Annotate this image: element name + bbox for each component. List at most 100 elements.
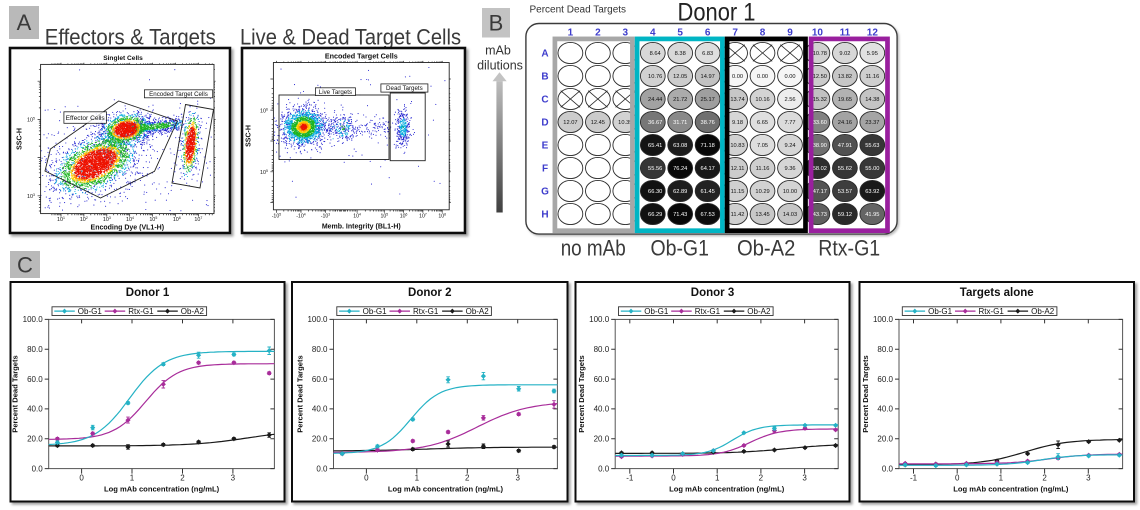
svg-text:9: 9 [787,28,793,39]
svg-text:G: G [541,187,549,198]
svg-text:66.29: 66.29 [648,212,662,218]
svg-text:105: 105 [27,117,35,124]
svg-text:38.76: 38.76 [701,120,715,126]
svg-text:B: B [489,11,504,36]
svg-text:10.29: 10.29 [755,189,769,195]
svg-text:21.72: 21.72 [673,97,687,103]
svg-text:Live Targets: Live Targets [319,89,352,96]
svg-text:71.18: 71.18 [701,143,715,149]
svg-text:12: 12 [867,28,879,39]
svg-text:5: 5 [677,28,683,39]
svg-text:100.0: 100.0 [873,315,894,324]
svg-text:Encoded Target Cells: Encoded Target Cells [325,52,398,61]
svg-text:55.00: 55.00 [865,166,879,172]
svg-text:12.11: 12.11 [731,166,745,172]
svg-text:36.67: 36.67 [648,120,662,126]
svg-text:Log mAb concentration (ng/mL): Log mAb concentration (ng/mL) [669,485,785,494]
svg-text:80.0: 80.0 [594,345,610,354]
svg-text:2.56: 2.56 [784,97,795,103]
svg-text:10.83: 10.83 [730,143,744,149]
svg-text:53.57: 53.57 [838,189,852,195]
svg-text:104: 104 [353,213,361,220]
svg-text:61.45: 61.45 [701,189,715,195]
svg-text:2: 2 [180,474,185,483]
svg-text:Ob-G1: Ob-G1 [363,307,388,316]
svg-text:12.07: 12.07 [563,120,577,126]
svg-text:Log mAb concentration (ng/mL): Log mAb concentration (ng/mL) [953,485,1069,494]
svg-text:0.0: 0.0 [32,464,44,473]
svg-text:11: 11 [840,28,851,39]
svg-text:12.50: 12.50 [813,74,827,80]
svg-text:100.0: 100.0 [589,315,610,324]
svg-text:40.0: 40.0 [594,405,610,414]
svg-text:Memb. Integrity (BL1-H): Memb. Integrity (BL1-H) [322,223,401,230]
svg-text:106: 106 [260,107,268,114]
svg-text:13.45: 13.45 [755,212,769,218]
svg-text:25.17: 25.17 [701,97,715,103]
svg-text:Donor 1: Donor 1 [678,0,756,27]
svg-text:107: 107 [419,213,427,220]
svg-text:38.90: 38.90 [813,143,827,149]
svg-text:41.95: 41.95 [865,212,879,218]
svg-text:2: 2 [759,474,764,483]
svg-text:47.17: 47.17 [813,189,827,195]
svg-text:F: F [542,164,548,175]
svg-text:9.02: 9.02 [839,51,850,57]
svg-text:67.53: 67.53 [701,212,715,218]
svg-text:H: H [541,210,548,221]
svg-text:no mAb: no mAb [561,235,626,260]
svg-text:Live & Dead Target Cells: Live & Dead Target Cells [240,25,461,50]
svg-text:3: 3 [1086,474,1091,483]
svg-text:24.16: 24.16 [838,120,852,126]
svg-text:60.0: 60.0 [594,375,610,384]
svg-text:11.16: 11.16 [756,166,770,172]
svg-text:10: 10 [812,28,824,39]
svg-text:Percent Dead Targets: Percent Dead Targets [530,5,627,16]
svg-text:-1: -1 [626,474,634,483]
svg-text:9.18: 9.18 [732,120,743,126]
svg-text:0: 0 [955,474,960,483]
svg-text:-103: -103 [321,213,331,220]
svg-text:80.0: 80.0 [27,345,43,354]
svg-text:Dead Targets: Dead Targets [386,85,423,92]
svg-text:Rtx-G1: Rtx-G1 [695,307,721,316]
svg-text:2: 2 [1042,474,1047,483]
svg-text:0.0: 0.0 [882,464,894,473]
svg-text:31.71: 31.71 [673,120,687,126]
svg-text:9.36: 9.36 [784,166,795,172]
svg-text:Donor 2: Donor 2 [408,287,451,299]
svg-text:58.02: 58.02 [813,166,827,172]
svg-text:0: 0 [364,474,369,483]
svg-text:105: 105 [380,213,388,220]
svg-text:76.24: 76.24 [673,166,687,172]
svg-text:Rtx-G1: Rtx-G1 [413,307,439,316]
svg-text:107: 107 [194,216,202,223]
svg-text:102: 102 [80,216,88,223]
svg-text:Rtx-G1: Rtx-G1 [979,307,1005,316]
svg-text:100.0: 100.0 [23,315,44,324]
svg-text:106: 106 [173,216,181,223]
svg-text:8: 8 [760,28,766,39]
svg-text:1: 1 [130,474,135,483]
svg-text:Ob-A2: Ob-A2 [747,307,771,316]
svg-text:104: 104 [126,216,134,223]
svg-text:1: 1 [415,474,420,483]
svg-text:43.73: 43.73 [813,212,827,218]
svg-text:19.65: 19.65 [838,97,852,103]
svg-text:80.0: 80.0 [877,345,893,354]
svg-text:55.56: 55.56 [648,166,662,172]
svg-text:A: A [541,49,548,60]
svg-text:0.00: 0.00 [732,74,743,80]
svg-text:6: 6 [705,28,711,39]
svg-text:Rtx-G1: Rtx-G1 [128,307,154,316]
svg-text:105: 105 [260,169,268,176]
svg-text:8.64: 8.64 [650,51,661,57]
svg-text:60.0: 60.0 [877,375,893,384]
svg-text:6.83: 6.83 [702,51,713,57]
svg-text:7: 7 [732,28,738,39]
svg-text:100.0: 100.0 [307,315,328,324]
svg-text:Singlet Cells: Singlet Cells [103,55,143,62]
svg-text:C: C [17,253,33,278]
svg-text:9.24: 9.24 [784,143,795,149]
svg-text:Donor 3: Donor 3 [691,287,734,299]
